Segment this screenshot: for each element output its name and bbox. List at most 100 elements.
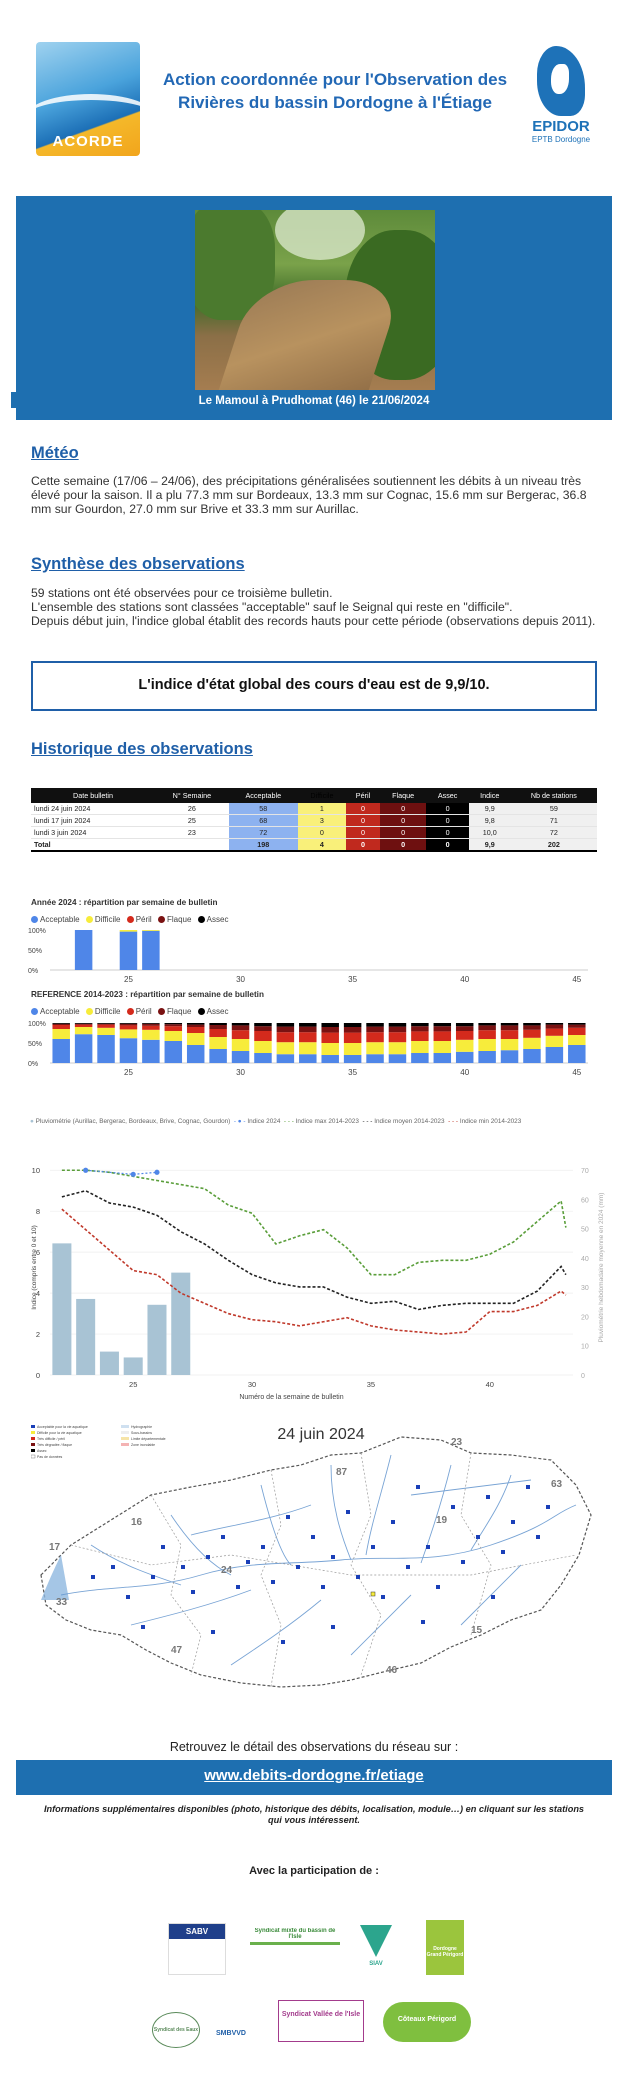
- dept-63: 63: [551, 1479, 563, 1490]
- cell-week: 23: [155, 826, 229, 839]
- bar-flaque: [119, 1023, 138, 1026]
- cell-flaque: 0: [379, 803, 427, 815]
- col-stations[interactable]: Nb de stations: [510, 788, 597, 803]
- map-legend-r2: Limite départementale: [131, 1437, 166, 1441]
- bar-assec: [433, 1023, 452, 1027]
- col-peril[interactable]: Péril: [346, 788, 380, 803]
- col-date[interactable]: Date bulletin: [31, 788, 155, 803]
- legend-flaque-dot: [157, 1008, 165, 1015]
- col-indice[interactable]: Indice: [468, 788, 511, 803]
- bar-assec: [545, 1023, 564, 1025]
- x-tick-label: 25: [129, 1380, 137, 1389]
- bar-acceptable: [411, 1053, 429, 1063]
- bar-acceptable: [433, 1053, 452, 1063]
- cell-stations: 72: [510, 826, 597, 839]
- bar-assec: [209, 1023, 227, 1025]
- bar-flaque: [299, 1026, 317, 1033]
- legend-flaque-dot: [157, 916, 165, 923]
- y-tick-label: 0%: [28, 1061, 38, 1068]
- bar-péril: [411, 1031, 429, 1041]
- title-line-1: Action coordonnée pour l'Observation des: [162, 70, 508, 89]
- bar-assec: [500, 1023, 519, 1026]
- line-chart-legend: ● Pluviométrie (Aurillac, Bergerac, Bord…: [30, 1118, 610, 1125]
- bar-péril: [254, 1031, 272, 1041]
- bar-assec: [276, 1023, 295, 1027]
- bar-difficile: [478, 1039, 496, 1051]
- cell-total-acceptable: 198: [228, 838, 298, 852]
- table-row: lundi 24 juin 2024 26 58 1 0 0 0 9,9 59: [31, 803, 597, 815]
- x-tick-label: 35: [367, 1380, 375, 1389]
- partner-logo-eaux: Syndicat des Eaux: [152, 2012, 200, 2048]
- col-difficile[interactable]: Difficile: [297, 788, 347, 803]
- bar-difficile: [186, 1033, 205, 1045]
- cell-peril: 0: [346, 814, 380, 827]
- bar-acceptable: [388, 1054, 407, 1063]
- bar-flaque: [186, 1024, 205, 1027]
- rain-bar: [147, 1304, 167, 1375]
- bar-difficile: [455, 1039, 474, 1052]
- map-legend-5: Pas de données: [37, 1455, 63, 1459]
- bar-acceptable: [186, 1045, 205, 1063]
- legend-acceptable-dot: [31, 916, 38, 923]
- bar-péril: [209, 1029, 227, 1037]
- cell-stations: 71: [510, 814, 597, 827]
- partner-logo-siav: SIAV: [358, 1923, 394, 1968]
- legend-flaque: Flaque: [166, 915, 192, 924]
- bar-acceptable: [74, 1034, 93, 1063]
- legend-min: Indice min 2014-2023: [459, 1118, 522, 1125]
- bar-assec: [568, 1023, 586, 1025]
- history-table: Date bulletin N° Semaine Acceptable Diff…: [31, 788, 597, 852]
- bar-flaque: [209, 1025, 227, 1029]
- bar-assec: [321, 1023, 339, 1027]
- y-tick-label: 10: [32, 1166, 40, 1175]
- cell-indice: 10,0: [468, 826, 511, 839]
- line-indice-moyen: [61, 1189, 567, 1311]
- meteo-heading: Météo: [31, 444, 79, 462]
- historique-heading: Historique des observations: [31, 740, 253, 758]
- participation-heading: Avec la participation de :: [249, 1865, 379, 1877]
- website-link[interactable]: www.debits-dordogne.fr/etiage: [204, 1767, 424, 1784]
- legend-2024: Indice 2024: [247, 1118, 281, 1125]
- legend-2024-marker: - ● -: [232, 1118, 246, 1125]
- bar-péril: [343, 1032, 362, 1043]
- bar-assec: [523, 1023, 541, 1026]
- station-map[interactable]: 24 juin 2024 23 87 63 16 19 17 24 15 33 …: [31, 1425, 601, 1703]
- acorde-logo-text: ACORDE: [52, 133, 124, 150]
- cell-flaque: 0: [379, 826, 427, 839]
- y2-axis-label: Pluviométrie hebdomadaire moyenne en 202…: [598, 1193, 605, 1343]
- stations: [91, 1485, 550, 1644]
- bar-flaque: [276, 1026, 295, 1033]
- bar-difficile: [142, 930, 160, 931]
- cell-flaque: 0: [379, 814, 427, 827]
- chart-reference-legend: Acceptable Difficile Péril Flaque Assec: [27, 1007, 228, 1016]
- col-week[interactable]: N° Semaine: [155, 788, 229, 803]
- legend-mean: Indice moyen 2014-2023: [374, 1118, 445, 1125]
- legend-difficile: Difficile: [94, 915, 121, 924]
- bar-difficile: [164, 1031, 183, 1041]
- bar-péril: [388, 1032, 407, 1043]
- map-legend-0: Acceptable pour la vie aquatique: [37, 1425, 88, 1429]
- cell-peril: 0: [346, 803, 380, 815]
- bar-assec: [186, 1023, 205, 1025]
- chart-reference-title: REFERENCE 2014-2023 : répartition par se…: [31, 990, 264, 999]
- col-acceptable[interactable]: Acceptable: [228, 788, 298, 803]
- cell-acceptable: 58: [228, 803, 298, 815]
- chart-2024: 100% 50% 0% 25 30 35 40 45: [28, 928, 588, 984]
- dept-16: 16: [131, 1517, 143, 1528]
- col-flaque[interactable]: Flaque: [379, 788, 427, 803]
- y-tick-label: 50%: [28, 1041, 42, 1048]
- col-assec[interactable]: Assec: [426, 788, 469, 803]
- bar-péril: [568, 1027, 586, 1035]
- map-legend-3: Très dégradée / flaque: [37, 1443, 72, 1447]
- bar-péril: [366, 1032, 384, 1043]
- bar-acceptable: [52, 1039, 70, 1063]
- table-row: lundi 17 juin 2024 25 68 3 0 0 0 9,8 71: [31, 814, 597, 827]
- bar-difficile: [411, 1041, 429, 1053]
- bar-flaque: [568, 1024, 586, 1028]
- map-legend: Acceptable pour la vie aquatique Diffici…: [31, 1425, 166, 1459]
- bar-assec: [164, 1023, 183, 1025]
- bar-difficile: [299, 1042, 317, 1055]
- legend-difficile-dot: [85, 1008, 93, 1015]
- y-axis-label: Indice (compris entre 0 et 10): [31, 1225, 38, 1310]
- bar-acceptable: [254, 1053, 272, 1063]
